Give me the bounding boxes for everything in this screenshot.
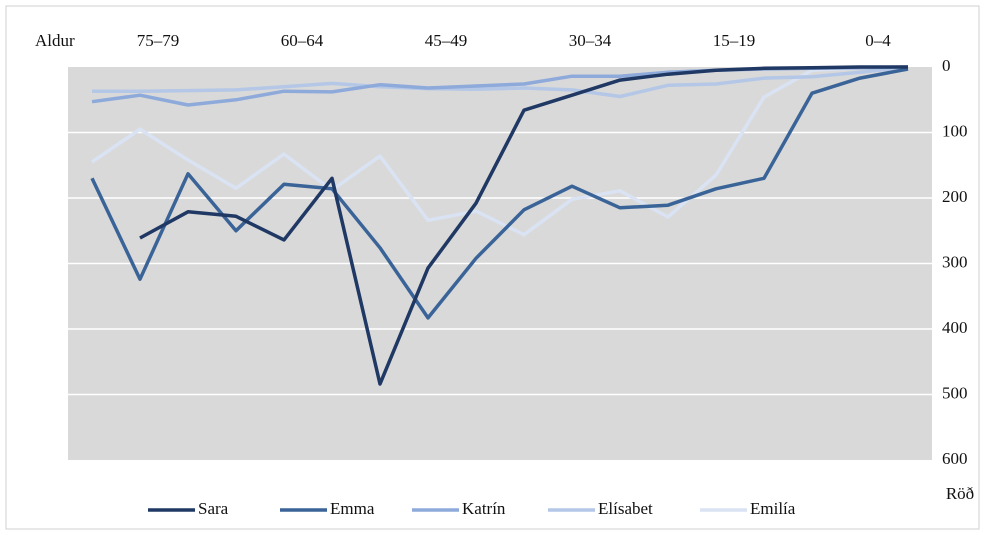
legend-label: Elísabet — [598, 499, 653, 518]
series-line — [91, 65, 909, 237]
y-tick-label: 200 — [942, 187, 968, 206]
x-tick-label: 45–49 — [425, 31, 468, 50]
x-tick-label: 30–34 — [569, 31, 612, 50]
y-tick-label: 100 — [942, 121, 968, 140]
x-tick-label: 75–79 — [137, 31, 180, 50]
y-tick-label: 0 — [942, 56, 951, 75]
y-tick-label: 500 — [942, 383, 968, 402]
legend-label: Sara — [198, 499, 229, 518]
series-line — [139, 65, 908, 386]
y-axis-label: Röð — [946, 484, 974, 503]
legend-label: Emilía — [750, 499, 796, 518]
x-axis-label: Aldur — [35, 31, 75, 50]
x-tick-label: 15–19 — [713, 31, 756, 50]
series-line — [92, 65, 909, 99]
x-tick-label: 60–64 — [281, 31, 324, 50]
legend-label: Emma — [330, 499, 375, 518]
legend-label: Katrín — [462, 499, 506, 518]
y-tick-label: 600 — [942, 449, 968, 468]
y-tick-label: 400 — [942, 318, 968, 337]
x-tick-label: 0–4 — [865, 31, 891, 50]
y-tick-label: 300 — [942, 252, 968, 271]
series-line — [90, 67, 909, 320]
